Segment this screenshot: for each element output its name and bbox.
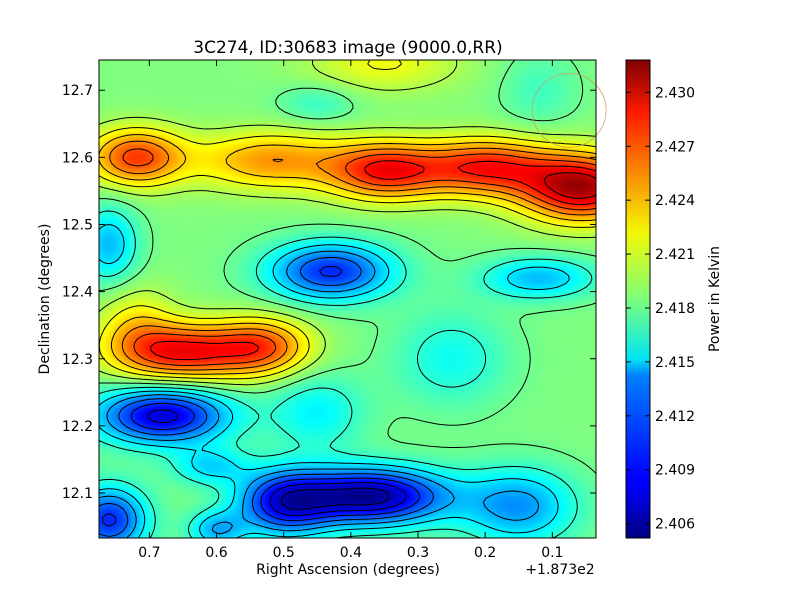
- colorbar-tick-label: 2.412: [655, 409, 695, 425]
- heatmap-image: [99, 60, 596, 538]
- contour-line: [98, 59, 597, 380]
- colorbar-tick-label: 2.424: [655, 193, 695, 209]
- plot-area: [98, 59, 607, 539]
- y-tick-label: 12.1: [62, 486, 93, 502]
- chart-title: 3C274, ID:30683 image (9000.0,RR): [193, 38, 502, 58]
- y-tick-label: 12.3: [62, 352, 93, 368]
- contour-line: [98, 134, 597, 375]
- colorbar-gradient: [625, 59, 651, 539]
- contour-line: [98, 224, 570, 539]
- y-axis-label: Declination (degrees): [37, 224, 53, 375]
- x-offset-label: +1.873e2: [525, 562, 594, 578]
- contour-line: [150, 160, 597, 361]
- y-tick-label: 12.4: [62, 285, 93, 301]
- colorbar-tick-label: 2.430: [655, 85, 695, 101]
- x-tick-label: 0.6: [205, 545, 227, 561]
- colorbar-tick-label: 2.427: [655, 139, 695, 155]
- colorbar-tick-label: 2.409: [655, 463, 695, 479]
- contour-line: [102, 266, 420, 527]
- contour-line: [98, 257, 434, 537]
- colorbar-tick-label: 2.415: [655, 355, 695, 371]
- colorbar-tick-label: 2.421: [655, 247, 695, 263]
- y-axis-ticks: 12.1 12.2 12.3 12.4 12.5 12.6 12.7: [62, 83, 596, 502]
- x-axis-label: Right Ascension (degrees): [256, 562, 440, 578]
- contour-line: [98, 250, 540, 539]
- plot-frame: [98, 59, 597, 539]
- colorbar-ticks: 2.406 2.409 2.412 2.415 2.418 2.421 2.424 2.427…: [626, 85, 695, 533]
- contour-line: [109, 140, 597, 371]
- beam-circle: [531, 72, 607, 148]
- contour-line: [98, 59, 597, 386]
- x-axis-ticks: 0.7 0.6 0.5 0.4 0.3 0.2 0.1: [138, 60, 563, 561]
- contour-line: [122, 148, 597, 366]
- contour-line: [280, 487, 391, 510]
- contour-lines: [98, 59, 597, 539]
- contour-line: [543, 172, 597, 199]
- x-tick-label: 0.7: [138, 545, 160, 561]
- y-tick-label: 12.5: [62, 217, 93, 233]
- colorbar-tick-label: 2.418: [655, 301, 695, 317]
- x-tick-label: 0.4: [340, 545, 362, 561]
- contour-line: [147, 409, 407, 516]
- y-tick-label: 12.7: [62, 83, 93, 99]
- colorbar: 2.406 2.409 2.412 2.415 2.418 2.421 2.424 2.427…: [625, 59, 723, 539]
- y-tick-label: 12.6: [62, 150, 93, 166]
- x-tick-label: 0.2: [474, 545, 496, 561]
- x-tick-label: 0.5: [273, 545, 295, 561]
- contour-line: [98, 59, 597, 474]
- x-tick-label: 0.3: [407, 545, 429, 561]
- y-tick-label: 12.2: [62, 419, 93, 435]
- contour-line: [98, 210, 593, 539]
- colorbar-tick-label: 2.406: [655, 517, 695, 533]
- x-tick-label: 0.1: [541, 545, 563, 561]
- colorbar-label: Power in Kelvin: [707, 246, 723, 352]
